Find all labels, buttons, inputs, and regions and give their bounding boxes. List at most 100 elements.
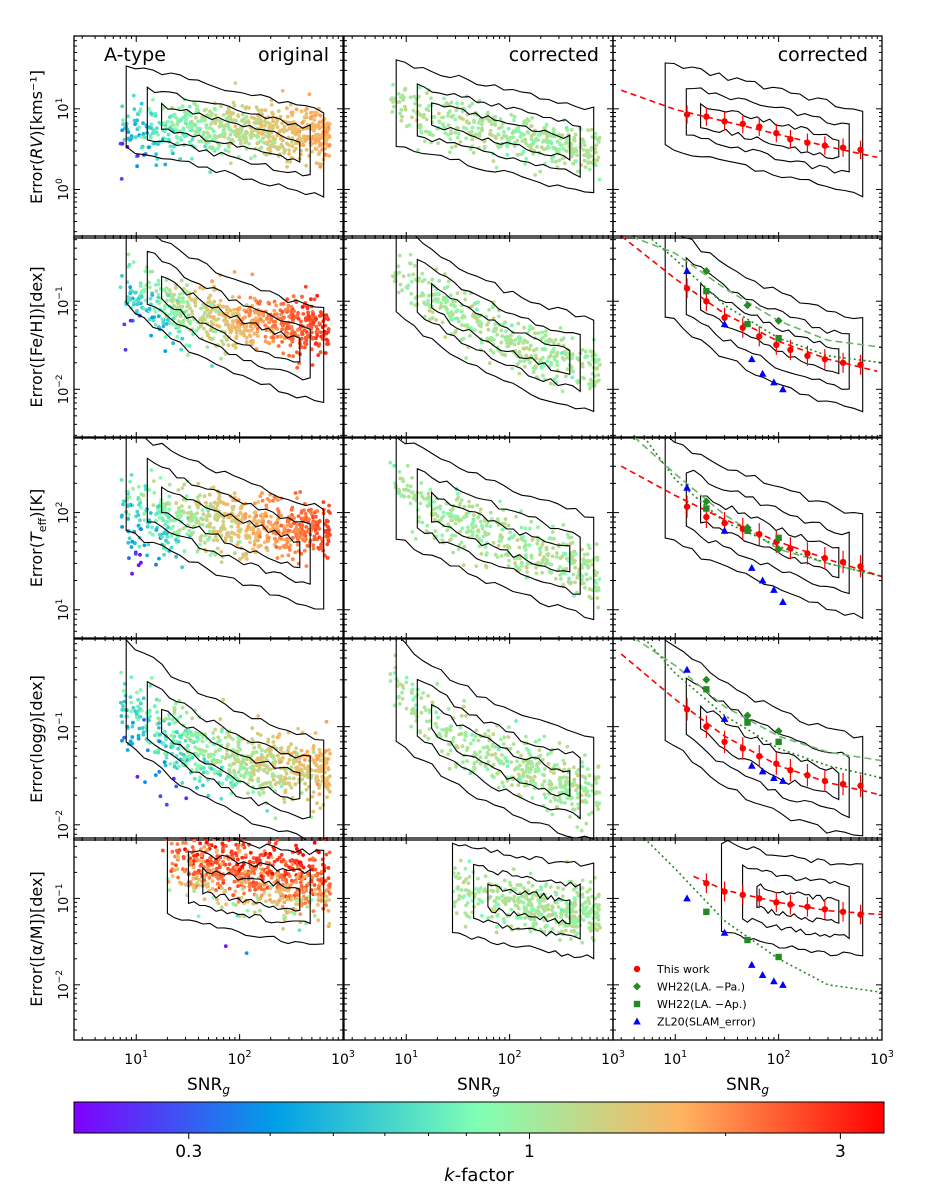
scatter-point <box>310 141 315 146</box>
scatter-point <box>286 528 291 533</box>
scatter-point <box>587 360 591 365</box>
scatter-point <box>523 364 527 369</box>
y-tick-label: 102 <box>55 501 72 523</box>
scatter-point <box>168 331 172 336</box>
scatter-point <box>138 281 143 286</box>
scatter-point <box>563 161 567 166</box>
this-work-point <box>739 120 746 128</box>
scatter-point <box>244 340 249 345</box>
scatter-point <box>313 113 318 118</box>
scatter-point <box>194 518 199 522</box>
scatter-point <box>176 488 181 492</box>
scatter-point <box>516 321 521 326</box>
scatter-point <box>166 293 171 298</box>
scatter-point <box>233 129 237 134</box>
scatter-points <box>118 81 332 181</box>
scatter-point <box>594 143 599 148</box>
scatter-point <box>587 167 592 172</box>
scatter-point <box>139 701 143 706</box>
scatter-point <box>586 543 591 547</box>
scatter-point <box>517 349 522 354</box>
plot-area <box>390 236 602 413</box>
scatter-point <box>272 308 277 313</box>
plot-area <box>119 437 332 610</box>
scatter-point <box>279 334 283 339</box>
scatter-point <box>229 538 234 543</box>
scatter-point <box>324 331 329 336</box>
scatter-point <box>132 107 137 111</box>
scatter-point <box>167 482 172 487</box>
scatter-point <box>263 108 268 112</box>
scatter-point <box>232 311 237 316</box>
scatter-point <box>475 503 480 508</box>
scatter-point <box>445 528 450 533</box>
scatter-point <box>252 154 257 159</box>
scatter-point <box>133 291 138 295</box>
x-ticks <box>620 36 883 238</box>
scatter-point <box>464 136 468 141</box>
scatter-point <box>174 538 178 542</box>
scatter-point <box>509 535 514 540</box>
scatter-point <box>587 594 592 599</box>
scatter-point <box>187 104 192 109</box>
y-tick-label: 101 <box>55 98 72 120</box>
scatter-point <box>540 330 545 335</box>
scatter-point <box>500 136 504 141</box>
scatter-point <box>491 316 496 321</box>
scatter-point <box>238 510 243 515</box>
scatter-point <box>410 115 414 120</box>
scatter-point <box>147 306 152 311</box>
scatter-point <box>129 545 134 549</box>
scatter-point <box>139 527 143 531</box>
scatter-point <box>319 310 323 314</box>
scatter-point <box>299 319 303 324</box>
scatter-point <box>227 515 232 520</box>
scatter-point <box>313 731 318 735</box>
scatter-point <box>440 538 445 543</box>
scatter-point <box>522 359 526 363</box>
scatter-point <box>301 312 306 316</box>
scatter-point <box>213 552 218 557</box>
contour-level-1 <box>395 236 595 413</box>
scatter-point <box>422 139 427 144</box>
contour-level-3 <box>700 281 840 375</box>
scatter-point <box>136 563 141 568</box>
scatter-point <box>303 284 308 289</box>
scatter-point <box>189 733 194 738</box>
scatter-point <box>457 115 462 119</box>
scatter-point <box>506 126 511 131</box>
scatter-point <box>220 781 225 786</box>
scatter-point <box>181 296 185 300</box>
scatter-point <box>477 320 482 325</box>
scatter-point <box>122 322 127 327</box>
scatter-point <box>580 547 584 552</box>
scatter-point <box>121 118 125 122</box>
scatter-point <box>557 158 562 163</box>
scatter-point <box>304 163 309 168</box>
scatter-point <box>298 490 303 494</box>
this-work-point <box>756 530 763 538</box>
scatter-point <box>167 716 171 721</box>
scatter-point <box>156 132 161 137</box>
scatter-point <box>328 532 332 537</box>
scatter-point <box>120 104 125 109</box>
scatter-point <box>172 761 177 766</box>
scatter-point <box>205 518 209 522</box>
scatter-point <box>251 531 256 536</box>
scatter-points <box>388 460 602 610</box>
scatter-point <box>127 536 132 541</box>
scatter-point <box>462 515 466 520</box>
scatter-point <box>545 561 549 565</box>
scatter-point <box>519 560 524 565</box>
scatter-point <box>465 120 470 125</box>
scatter-point <box>255 117 259 122</box>
scatter-point <box>524 156 529 161</box>
scatter-point <box>148 296 153 301</box>
scatter-point <box>221 342 226 347</box>
scatter-point <box>546 141 551 145</box>
scatter-point <box>448 109 452 113</box>
scatter-point <box>295 542 300 547</box>
scatter-point <box>126 512 131 517</box>
wh22-ap-point <box>744 527 751 534</box>
scatter-point <box>565 355 570 360</box>
